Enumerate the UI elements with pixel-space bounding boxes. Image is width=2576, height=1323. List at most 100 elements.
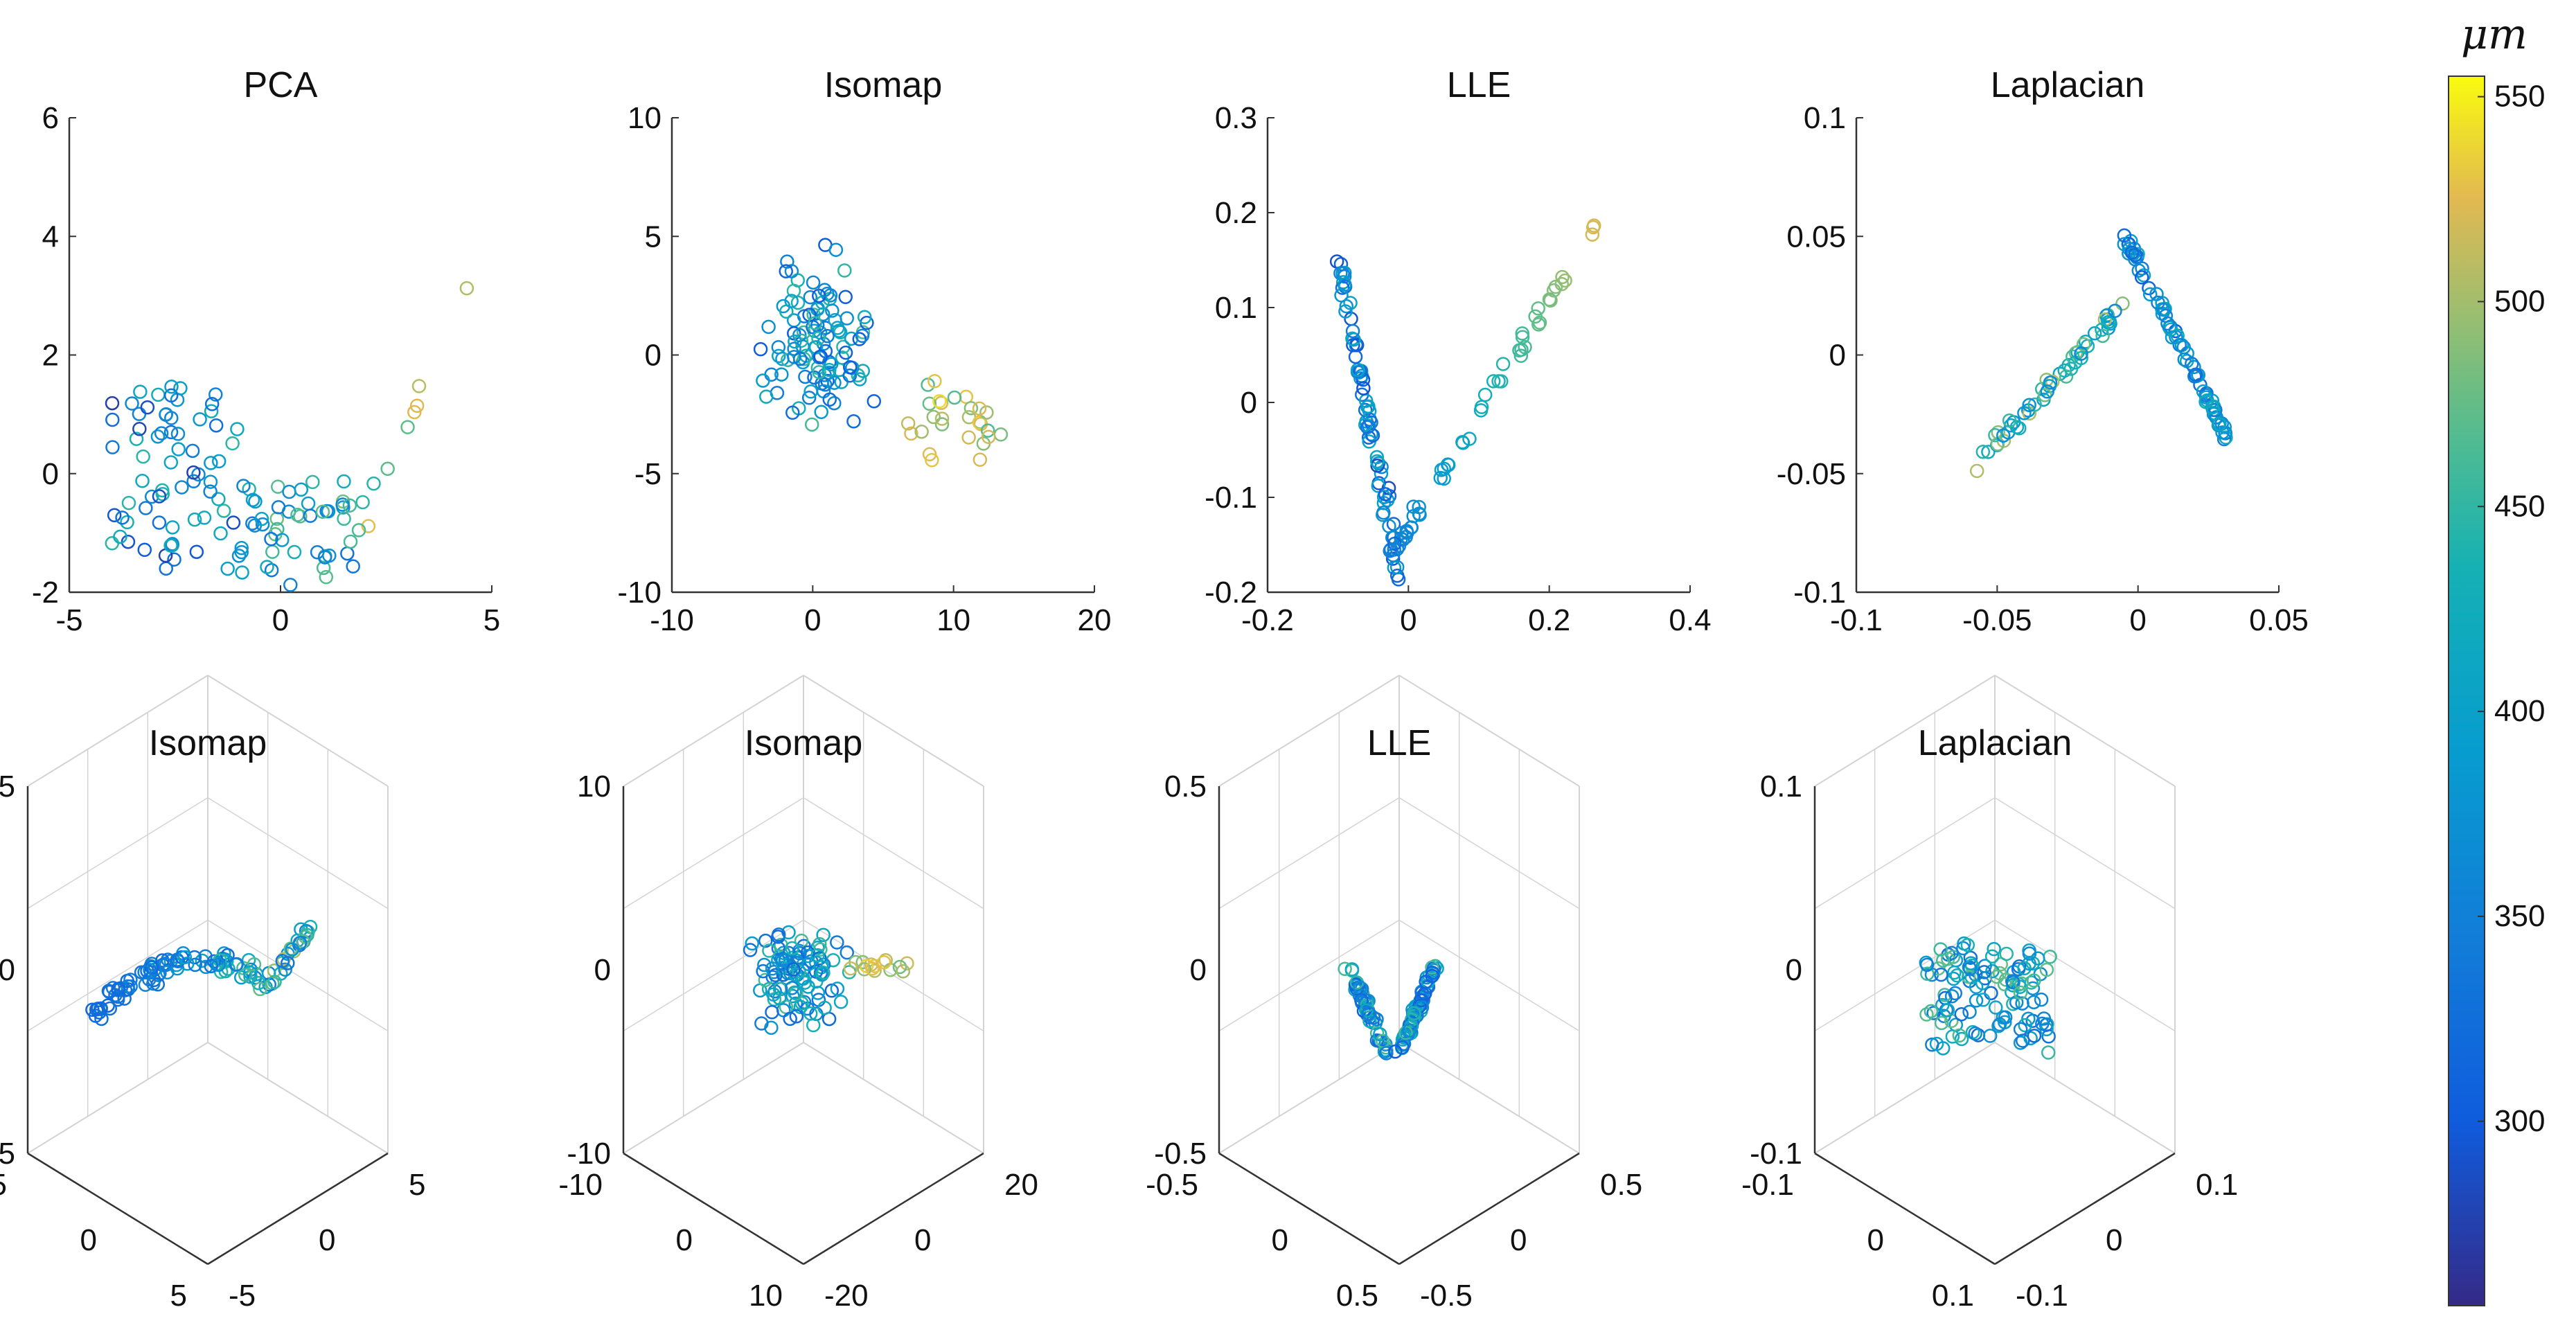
data-point	[150, 429, 166, 444]
data-point	[301, 496, 316, 511]
data-point	[1515, 326, 1529, 341]
data-point	[159, 407, 174, 422]
data-point	[947, 390, 962, 405]
data-point	[1920, 966, 1935, 982]
data-point	[253, 982, 267, 997]
y-tick-label: 0	[2106, 1223, 2122, 1257]
data-point	[133, 384, 148, 399]
data-point	[2115, 296, 2130, 311]
data-point	[335, 497, 350, 512]
data-point	[1982, 1029, 1998, 1043]
data-point	[175, 480, 189, 495]
data-point	[2199, 390, 2214, 405]
data-point	[115, 510, 130, 525]
data-point	[759, 389, 774, 404]
data-point	[855, 328, 870, 343]
data-point	[1977, 965, 1991, 979]
y-tick-label: 0.1	[1215, 291, 1257, 325]
y-tick-label: 20	[1004, 1168, 1038, 1202]
data-point	[810, 986, 826, 1000]
data-point	[1950, 968, 1964, 983]
data-point	[1433, 470, 1448, 486]
grid-line	[27, 797, 208, 909]
colorbar-tick-label: 400	[2494, 694, 2545, 728]
grid-line	[207, 1042, 389, 1154]
data-point	[1430, 961, 1444, 976]
data-point	[300, 927, 314, 943]
data-point	[1969, 993, 1984, 1008]
grid-line	[623, 1042, 804, 1154]
grid-line	[1218, 797, 1400, 909]
data-point	[855, 364, 871, 378]
data-point	[245, 492, 260, 507]
x-tick-label: -0.2	[1241, 603, 1294, 637]
data-point	[361, 519, 376, 533]
data-point	[271, 500, 286, 515]
data-point	[2076, 337, 2091, 352]
data-point	[2205, 400, 2220, 415]
data-point	[322, 548, 337, 563]
data-point	[1954, 1031, 1969, 1047]
data-point	[1925, 1037, 1939, 1052]
grid-line	[1814, 797, 1996, 909]
colorbar-tick-label: 300	[2494, 1104, 2545, 1138]
data-point	[1441, 458, 1456, 472]
data-point	[2027, 397, 2042, 412]
data-point	[1376, 505, 1391, 520]
y-tick-label: -0.1	[2016, 1279, 2068, 1313]
grid-line	[623, 797, 804, 909]
y-axis-line	[1994, 1152, 2176, 1266]
y-tick-label: -0.5	[1420, 1279, 1473, 1313]
grid-line	[1994, 675, 2176, 787]
data-point	[337, 511, 351, 526]
data-point	[1462, 432, 1477, 446]
data-point	[1975, 445, 1991, 459]
data-point	[171, 442, 186, 456]
data-point	[1412, 506, 1427, 521]
data-point	[137, 965, 152, 979]
grid-line	[1814, 1042, 1996, 1154]
data-point	[1356, 381, 1371, 396]
data-point	[765, 961, 780, 976]
panel-title: Laplacian	[1991, 65, 2145, 105]
data-point	[878, 952, 893, 968]
data-point	[204, 959, 219, 974]
data-point	[758, 933, 773, 948]
data-point	[170, 427, 186, 441]
data-point	[2040, 384, 2054, 399]
data-point	[827, 375, 842, 390]
data-point	[822, 362, 837, 378]
data-point	[784, 294, 799, 308]
data-point	[814, 405, 828, 420]
data-point	[113, 529, 127, 544]
data-point	[1371, 479, 1386, 493]
data-point	[1491, 374, 1506, 389]
data-point	[1382, 519, 1396, 533]
z-tick-label: 5	[0, 770, 15, 803]
data-point	[152, 489, 167, 504]
data-point	[187, 512, 202, 527]
data-point	[264, 531, 278, 547]
data-point	[1919, 957, 1935, 973]
data-point	[2039, 962, 2054, 977]
data-point	[1947, 965, 1962, 980]
x-axis-line	[1814, 1152, 1996, 1266]
data-point	[1343, 296, 1358, 310]
data-point	[797, 352, 812, 366]
data-point	[2027, 973, 2041, 988]
data-point	[852, 332, 867, 346]
data-point	[806, 1018, 821, 1033]
z-tick-label: -0.1	[1750, 1137, 1802, 1171]
data-point	[753, 341, 768, 357]
colorbar-unit-label: μm	[2461, 10, 2528, 59]
data-point	[1546, 283, 1561, 298]
data-point	[2057, 363, 2072, 378]
x-tick-label: 0	[1867, 1223, 1884, 1257]
x-tick-label: 0.4	[1669, 603, 1711, 637]
data-point	[2124, 245, 2140, 260]
data-point	[2074, 346, 2088, 361]
data-point	[801, 957, 816, 972]
data-point	[857, 310, 872, 325]
data-point	[1402, 1023, 1416, 1038]
data-point	[830, 935, 844, 950]
